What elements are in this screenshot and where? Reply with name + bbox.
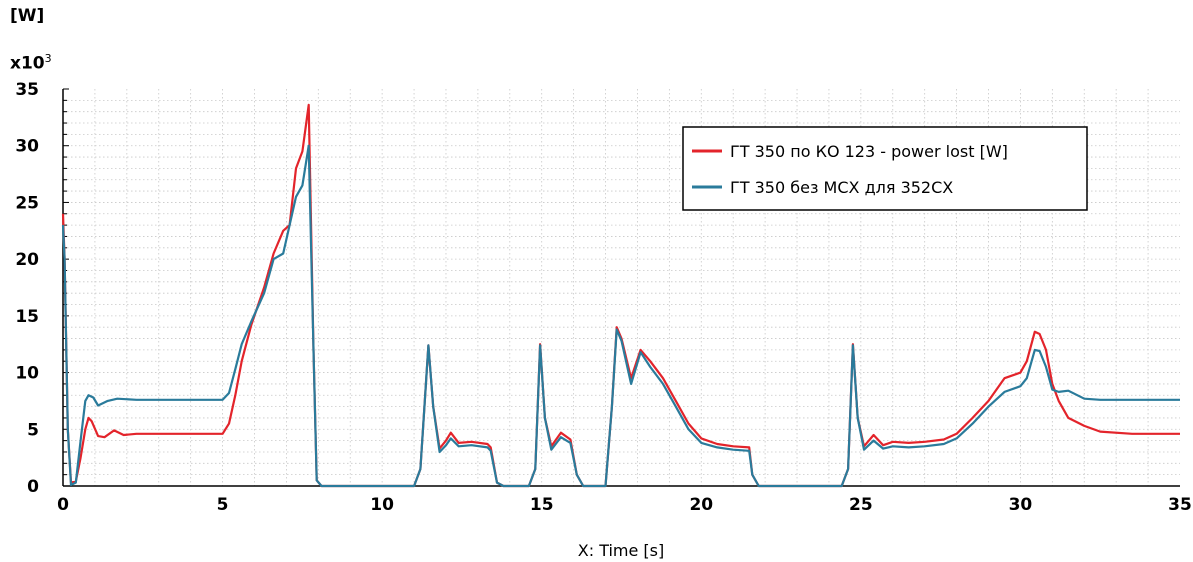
x-axis-title: X: Time [s] bbox=[578, 541, 665, 560]
x-tick-label: 35 bbox=[1168, 495, 1192, 515]
x-tick-label: 30 bbox=[1009, 495, 1033, 515]
legend-box bbox=[682, 126, 1088, 211]
x-tick-label: 15 bbox=[530, 495, 554, 515]
legend: ГТ 350 по КО 123 - power lost [W] ГТ 350… bbox=[682, 126, 1088, 211]
y-multiplier-label: x103 bbox=[10, 52, 52, 74]
y-tick-label: 35 bbox=[15, 80, 39, 100]
series-line-2 bbox=[61, 144, 1180, 488]
x-tick-label: 25 bbox=[849, 495, 873, 515]
x-tick-label: 5 bbox=[217, 495, 229, 515]
y-tick-label: 5 bbox=[27, 420, 39, 440]
x-tick-label: 20 bbox=[689, 495, 713, 515]
tick-labels: 0 5 10 15 20 25 30 35 0 5 10 15 20 25 30 35 bbox=[15, 80, 1192, 515]
y-multiplier-exponent: 3 bbox=[44, 52, 52, 65]
legend-label-1: ГТ 350 по КО 123 - power lost [W] bbox=[730, 142, 1008, 161]
y-tick-label: 0 bbox=[27, 477, 39, 497]
y-unit-label: [W] bbox=[10, 6, 45, 26]
y-tick-label: 30 bbox=[15, 137, 39, 157]
y-tick-label: 25 bbox=[15, 193, 39, 213]
y-tick-label: 20 bbox=[15, 250, 39, 270]
series-group bbox=[61, 103, 1180, 488]
y-multiplier-base: x10 bbox=[10, 53, 45, 74]
y-tick-label: 15 bbox=[15, 307, 39, 327]
y-tick-label: 10 bbox=[15, 364, 39, 384]
x-tick-label: 0 bbox=[57, 495, 69, 515]
x-tick-label: 10 bbox=[370, 495, 394, 515]
legend-label-2: ГТ 350 без МСХ для 352СХ bbox=[730, 178, 953, 197]
axes bbox=[62, 89, 1180, 487]
